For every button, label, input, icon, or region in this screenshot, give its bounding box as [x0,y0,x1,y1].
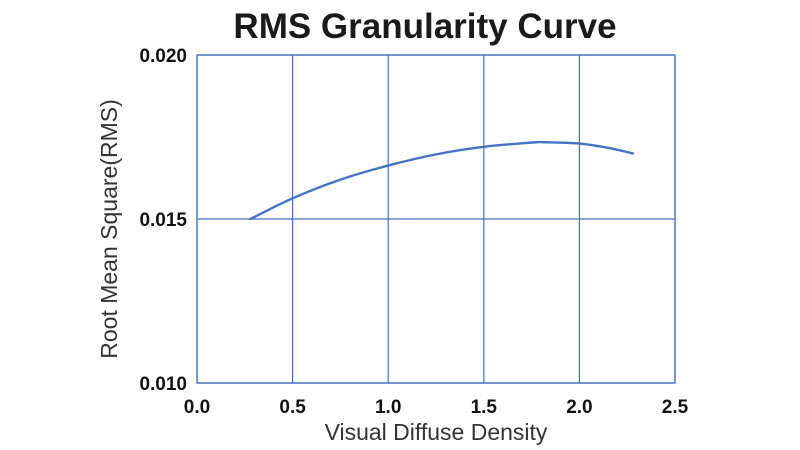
y-tick-labels: 0.010 0.015 0.020 [139,46,187,395]
x-tick-label: 2.5 [662,397,689,418]
y-tick-label: 0.010 [139,374,187,395]
x-tick-label: 1.0 [375,397,401,418]
x-tick-label: 0.0 [184,397,210,418]
grid-lines [196,54,676,384]
x-tick-label: 1.5 [471,397,498,418]
x-tick-labels: 0.0 0.5 1.0 1.5 2.0 2.5 [184,397,689,418]
y-tick-label: 0.015 [139,210,187,231]
series-layer [249,140,635,221]
y-tick-label: 0.020 [139,46,187,67]
x-axis-label: Visual Diffuse Density [325,419,548,445]
chart-title: RMS Granularity Curve [233,7,616,46]
x-tick-label: 2.0 [566,397,592,418]
y-axis-label: Root Mean Square(RMS) [96,99,122,359]
series-line-0 [249,140,635,221]
plot-area-frame [196,54,676,384]
x-tick-label: 0.5 [279,397,306,418]
